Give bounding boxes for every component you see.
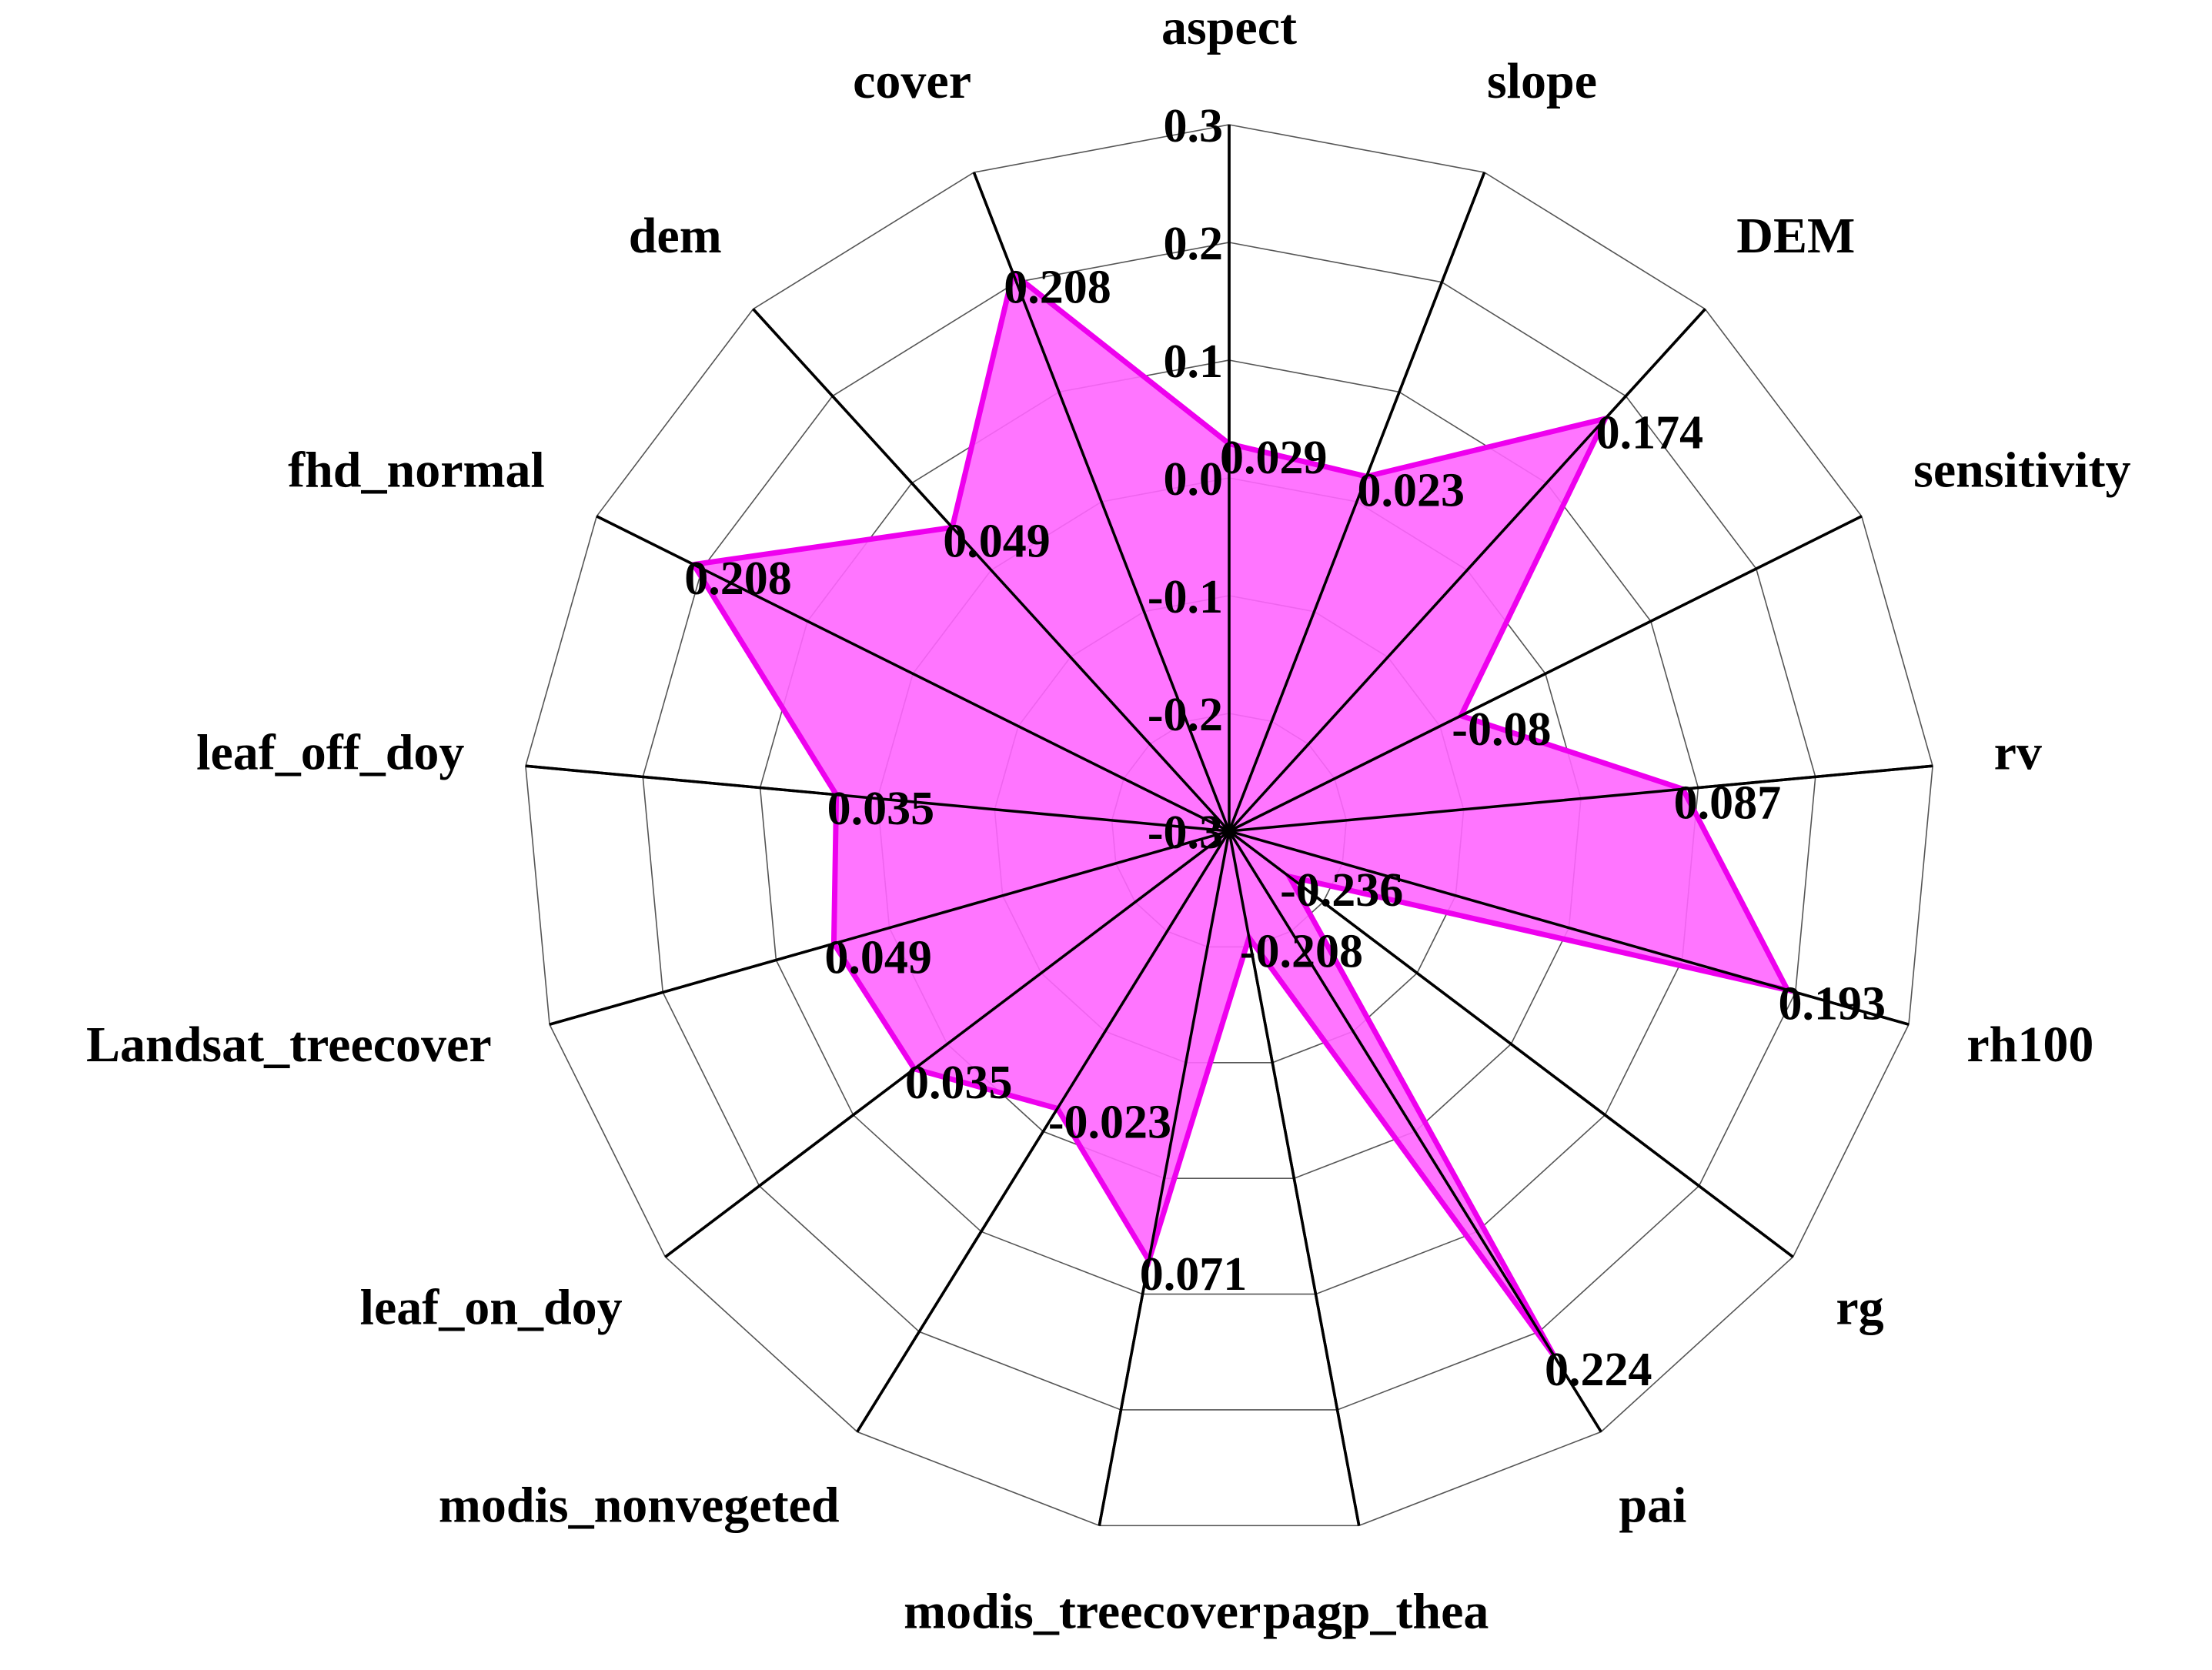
r-tick-label: -0.3: [1148, 807, 1223, 859]
spoke: [1228, 172, 1486, 832]
value-label: -0.208: [1240, 926, 1363, 978]
spoke: [1228, 830, 1602, 1433]
r-tick-label: -0.2: [1148, 689, 1223, 741]
category-label: pagp_thea: [1263, 1583, 1489, 1639]
r-tick-label: 0.3: [1164, 100, 1224, 152]
value-label: 0.023: [1358, 464, 1465, 516]
category-label: leaf_on_doy: [360, 1280, 623, 1336]
value-label: 0.087: [1674, 777, 1782, 830]
value-label: 0.193: [1778, 978, 1886, 1030]
value-label: 0.035: [827, 783, 935, 835]
spoke: [972, 172, 1231, 832]
spoke: [1228, 764, 1933, 833]
value-label: -0.236: [1280, 864, 1403, 917]
spoke: [664, 830, 1231, 1258]
value-label: 0.049: [824, 931, 932, 984]
category-label: DEM: [1736, 208, 1855, 264]
spoke: [525, 764, 1230, 833]
spoke: [596, 515, 1230, 833]
r-tick-label: 0.2: [1164, 218, 1224, 270]
value-label: 0.208: [1004, 261, 1111, 313]
spoke: [1228, 308, 1706, 833]
category-label: rh100: [1966, 1017, 2093, 1073]
category-label: aspect: [1161, 0, 1297, 55]
grid-ring: [525, 124, 1933, 1527]
category-label: rg: [1836, 1280, 1883, 1336]
spoke: [856, 830, 1231, 1433]
value-label: 0.049: [943, 516, 1051, 568]
spoke: [752, 308, 1231, 833]
grid-ring: [642, 242, 1816, 1411]
category-label: modis_nonvegeted: [439, 1478, 840, 1534]
category-label: slope: [1487, 53, 1597, 109]
r-tick-label: -0.1: [1148, 571, 1223, 623]
value-label: 0.174: [1596, 406, 1704, 459]
value-label: 0.035: [905, 1057, 1013, 1109]
value-label: -0.08: [1452, 703, 1551, 756]
category-label: Landsat_treecover: [86, 1017, 492, 1073]
value-label: 0.029: [1220, 432, 1328, 484]
value-label: 0.224: [1545, 1344, 1652, 1396]
spoke: [1228, 830, 1361, 1526]
spoke: [1098, 830, 1231, 1526]
value-label: -0.023: [1048, 1097, 1171, 1149]
category-label: modis_treecover: [904, 1583, 1261, 1639]
category-label: leaf_off_doy: [196, 724, 464, 780]
value-label: 0.208: [684, 553, 792, 605]
r-tick-label: 0.1: [1164, 336, 1224, 388]
spoke: [549, 830, 1230, 1026]
value-label: 0.071: [1140, 1248, 1248, 1301]
spoke: [1228, 830, 1794, 1258]
category-label: fhd_normal: [288, 442, 545, 498]
spoke: [1228, 830, 1910, 1026]
category-label: sensitivity: [1913, 442, 2130, 498]
category-label: rv: [1994, 724, 2042, 780]
r-tick-label: 0.0: [1164, 453, 1224, 506]
category-label: cover: [853, 53, 971, 109]
spoke: [1228, 515, 1863, 833]
category-label: dem: [629, 208, 722, 264]
category-label: pai: [1619, 1478, 1686, 1534]
